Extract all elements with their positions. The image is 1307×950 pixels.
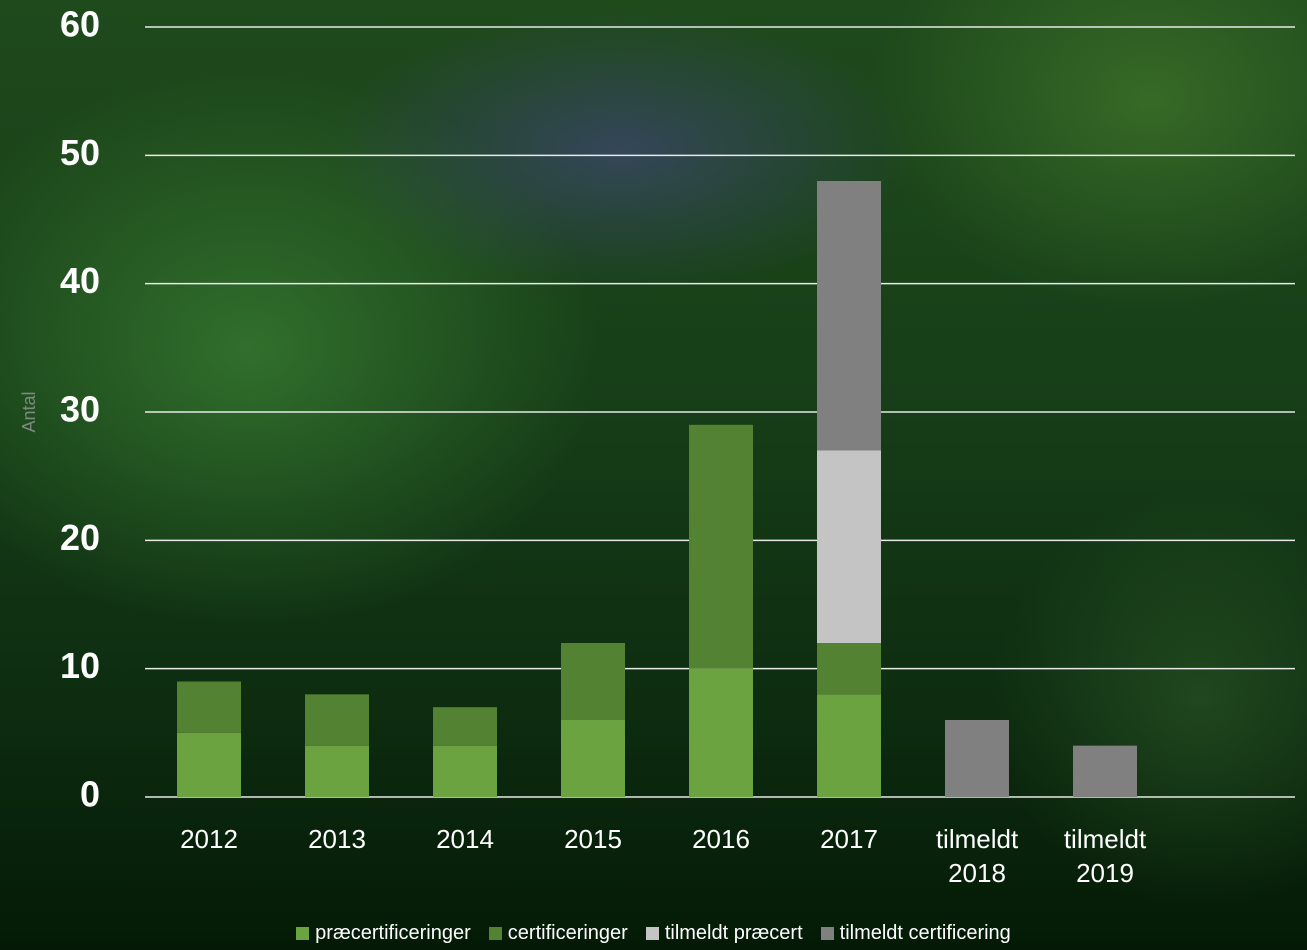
- bar-segment: [561, 720, 625, 797]
- x-tick-label: tilmeldt 2018: [935, 824, 1019, 888]
- legend-swatch: [488, 927, 502, 940]
- legend-item: tilmeldt præcert: [645, 922, 803, 945]
- bar-segment: [177, 681, 241, 733]
- y-tick-label: 20: [60, 517, 100, 558]
- bar-segment: [817, 643, 881, 695]
- legend-label: tilmeldt certificering: [839, 922, 1011, 944]
- y-tick-label: 50: [60, 132, 100, 173]
- y-tick-label: 30: [60, 389, 100, 430]
- legend-label: certificeringer: [507, 922, 628, 944]
- x-tick-label: 2016: [692, 824, 750, 854]
- bar-segment: [689, 668, 753, 797]
- y-axis-label: Antal: [19, 391, 39, 432]
- bar-segment: [561, 643, 625, 720]
- y-tick-label: 10: [60, 645, 100, 686]
- bar-segment: [817, 694, 881, 797]
- x-tick-label: 2015: [564, 824, 622, 854]
- bar-segment: [817, 450, 881, 643]
- bar-segment: [689, 424, 753, 669]
- legend-swatch: [645, 927, 659, 940]
- bar-segment: [177, 732, 241, 797]
- legend-swatch: [296, 927, 310, 940]
- y-tick-label: 60: [60, 4, 100, 45]
- legend: præcertificeringer certificeringer tilmeld…: [0, 922, 1307, 945]
- legend-item: præcertificeringer: [296, 922, 471, 945]
- bar-segment: [433, 707, 497, 746]
- x-tick-label: 2014: [436, 824, 494, 854]
- bar-segment: [305, 745, 369, 797]
- legend-item: certificeringer: [488, 922, 628, 945]
- y-tick-label: 0: [80, 774, 100, 815]
- x-tick-label: 2012: [180, 824, 238, 854]
- legend-label: præcertificeringer: [315, 922, 471, 944]
- x-tick-label: 2017: [820, 824, 878, 854]
- x-tick-label: tilmeldt 2019: [1063, 824, 1147, 888]
- y-tick-label: 40: [60, 260, 100, 301]
- x-tick-label: 2013: [308, 824, 366, 854]
- bar-segment: [1073, 745, 1137, 797]
- legend-swatch: [820, 927, 834, 940]
- bar-segment: [305, 694, 369, 746]
- legend-label: tilmeldt præcert: [664, 922, 803, 944]
- bar-segment: [817, 181, 881, 451]
- legend-item: tilmeldt certificering: [820, 922, 1011, 945]
- bar-segment: [945, 720, 1009, 797]
- bar-segment: [433, 745, 497, 797]
